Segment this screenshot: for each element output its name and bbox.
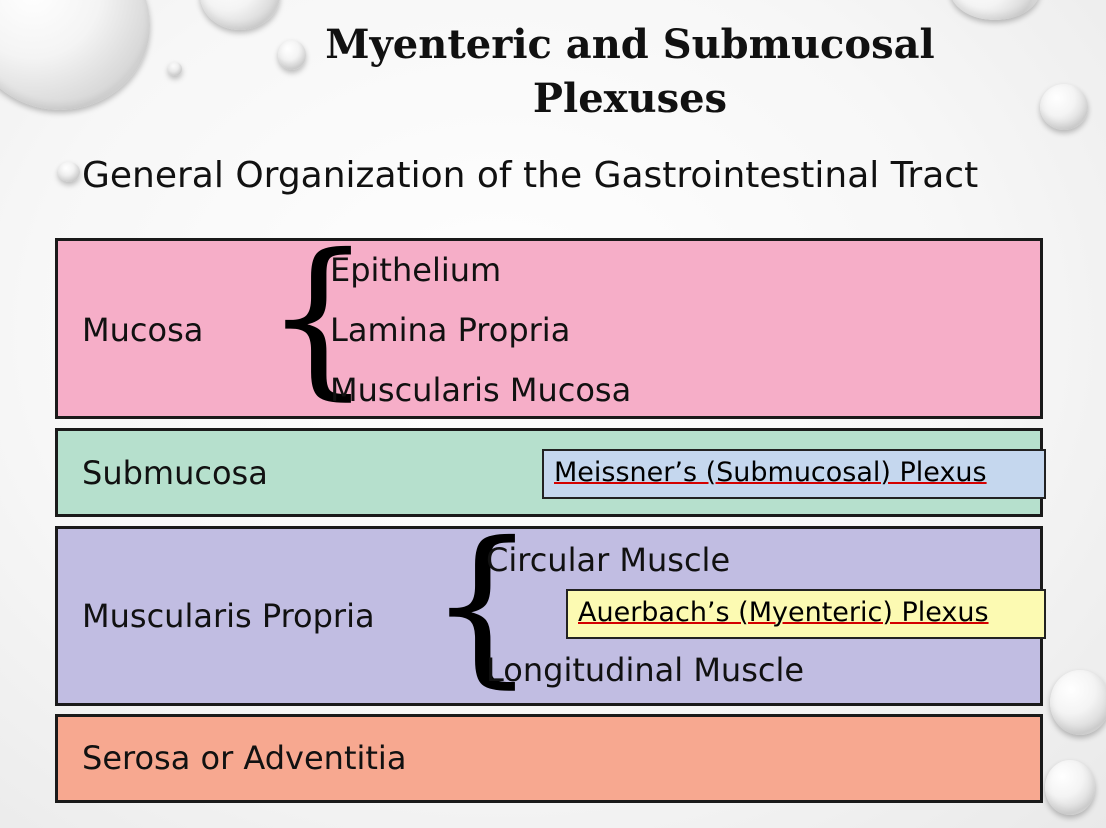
muscularis-propria-layer: Muscularis Propria { Circular Muscle Aue… (55, 515, 1046, 706)
meissner-plexus-label: Meissner’s (Submucosal) Plexus (554, 457, 987, 488)
mucosa-item-epithelium: Epithelium (330, 251, 502, 289)
water-drop-decoration (168, 62, 182, 76)
water-drop-decoration (58, 162, 80, 182)
curly-brace-icon: { (264, 218, 373, 416)
title-line-1: Myenteric and Submucosal (325, 21, 935, 68)
water-drop-decoration (950, 0, 1040, 20)
water-drop-decoration (1045, 760, 1095, 815)
mucosa-label: Mucosa (82, 311, 204, 349)
muscularis-propria-label: Muscularis Propria (82, 597, 375, 635)
water-drop-decoration (1050, 670, 1106, 735)
submucosa-layer: Submucosa Meissner’s (Submucosal) Plexus (55, 428, 1046, 517)
water-drop-decoration (1040, 84, 1088, 130)
water-drop-decoration (278, 40, 306, 70)
longitudinal-muscle-label: Longitudinal Muscle (486, 651, 805, 689)
slide-title: Myenteric and Submucosal Plexuses (0, 18, 1106, 126)
auerbach-plexus-label: Auerbach’s (Myenteric) Plexus (578, 597, 989, 628)
auerbach-plexus-box: Auerbach’s (Myenteric) Plexus (566, 589, 1046, 639)
curly-brace-icon: { (428, 506, 537, 704)
mucosa-item-muscularis-mucosa: Muscularis Mucosa (330, 371, 632, 409)
submucosa-label: Submucosa (82, 454, 268, 492)
mucosa-layer: Mucosa { Epithelium Lamina Propria Muscu… (55, 227, 1043, 419)
slide-subtitle: General Organization of the Gastrointest… (82, 155, 979, 196)
serosa-layer: Serosa or Adventitia (55, 714, 1043, 803)
meissner-plexus-box: Meissner’s (Submucosal) Plexus (542, 449, 1046, 499)
mucosa-item-lamina-propria: Lamina Propria (330, 311, 571, 349)
serosa-label: Serosa or Adventitia (82, 739, 407, 777)
title-line-2: Plexuses (532, 75, 728, 122)
circular-muscle-label: Circular Muscle (486, 541, 731, 579)
